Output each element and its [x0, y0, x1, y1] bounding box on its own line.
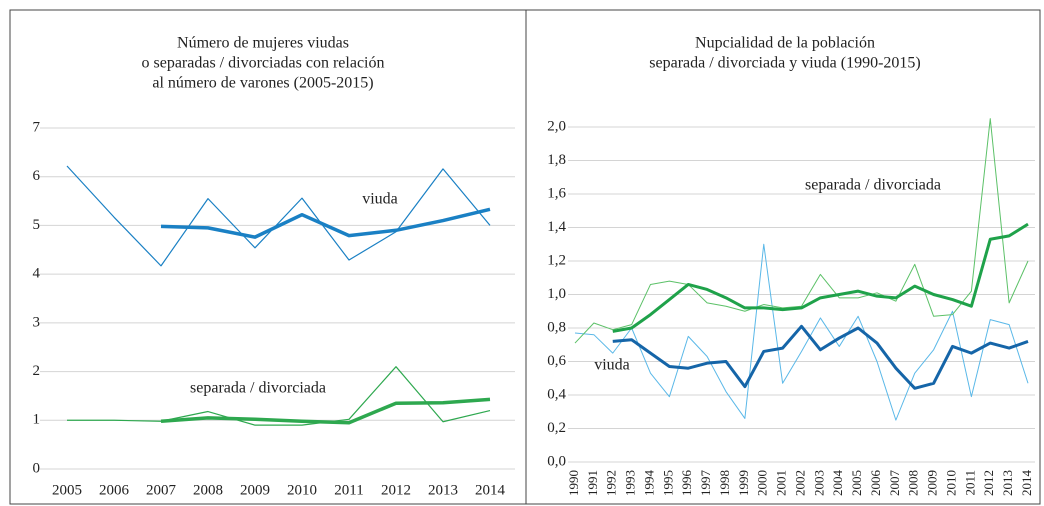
chart-title: separada / divorciada y viuda (1990-2015… — [649, 55, 920, 72]
annotation: separada / divorciada — [805, 177, 941, 194]
x-tick-label: 2012 — [981, 470, 996, 496]
y-tick-label: 6 — [33, 168, 41, 184]
y-tick-label: 0,8 — [547, 319, 566, 335]
x-tick-label: 1990 — [566, 470, 581, 496]
annotation: viuda — [362, 191, 398, 208]
x-tick-label: 1993 — [623, 470, 638, 496]
y-tick-label: 0,2 — [547, 420, 566, 436]
x-tick-label: 2010 — [943, 470, 958, 496]
x-tick-label: 1996 — [679, 470, 694, 497]
x-tick-label: 2004 — [830, 470, 845, 497]
y-tick-label: 0,6 — [547, 353, 566, 369]
x-tick-label: 1997 — [698, 470, 713, 497]
annotation: separada / divorciada — [190, 380, 326, 397]
x-tick-label: 2008 — [906, 470, 921, 496]
x-tick-label: 2011 — [962, 470, 977, 496]
data-line — [612, 222, 1029, 333]
y-tick-label: 0 — [33, 460, 41, 476]
data-line — [612, 324, 1029, 390]
x-tick-label: 2008 — [193, 482, 223, 498]
data-line — [160, 397, 491, 425]
chart-title: al número de varones (2005-2015) — [152, 75, 373, 92]
y-tick-label: 1,2 — [547, 252, 566, 268]
x-tick-label: 2007 — [146, 482, 177, 498]
chart-title: Número de mujeres viudas — [177, 35, 349, 52]
x-tick-label: 1995 — [660, 470, 675, 496]
x-tick-label: 2003 — [811, 470, 826, 496]
x-tick-label: 2009 — [925, 470, 940, 496]
data-line — [66, 165, 491, 267]
x-tick-label: 2007 — [887, 470, 902, 497]
x-tick-label: 2013 — [1000, 470, 1015, 496]
x-tick-label: 2001 — [774, 470, 789, 496]
data-line — [160, 207, 491, 239]
x-tick-label: 1994 — [641, 470, 656, 497]
frame — [9, 9, 1041, 505]
y-tick-label: 5 — [33, 217, 41, 233]
x-tick-label: 2000 — [755, 470, 770, 496]
x-tick-label: 2010 — [287, 482, 317, 498]
x-tick-label: 2006 — [99, 482, 130, 498]
x-tick-label: 1991 — [585, 470, 600, 496]
x-tick-label: 2012 — [381, 482, 411, 498]
x-tick-label: 2002 — [792, 470, 807, 496]
y-tick-label: 1,8 — [547, 152, 566, 168]
y-tick-label: 2 — [33, 363, 41, 379]
x-tick-label: 2005 — [52, 482, 82, 498]
chart-title: Nupcialidad de la población — [695, 35, 875, 52]
y-tick-label: 1 — [33, 412, 41, 428]
chart-title: o separadas / divorciadas con relación — [141, 55, 384, 72]
y-tick-label: 1,0 — [547, 286, 566, 302]
x-tick-label: 1998 — [717, 470, 732, 496]
y-tick-label: 1,6 — [547, 185, 566, 201]
data-line — [574, 243, 1029, 421]
y-tick-label: 0,4 — [547, 386, 566, 402]
annotation: viuda — [594, 357, 630, 374]
y-tick-label: 0,0 — [547, 453, 566, 469]
x-tick-label: 2005 — [849, 470, 864, 496]
data-line — [67, 366, 491, 426]
y-tick-label: 4 — [33, 266, 41, 282]
y-tick-label: 3 — [33, 314, 41, 330]
y-tick-label: 7 — [33, 119, 41, 135]
y-tick-label: 1,4 — [547, 219, 566, 235]
data-line — [574, 118, 1029, 344]
x-tick-label: 1992 — [604, 470, 619, 496]
x-tick-label: 1999 — [736, 470, 751, 496]
x-tick-label: 2006 — [868, 470, 883, 497]
x-tick-label: 2011 — [334, 482, 363, 498]
x-tick-label: 2013 — [428, 482, 458, 498]
x-tick-label: 2014 — [1019, 470, 1034, 497]
x-tick-label: 2014 — [475, 482, 506, 498]
x-tick-label: 2009 — [240, 482, 270, 498]
y-tick-label: 2,0 — [547, 118, 566, 134]
